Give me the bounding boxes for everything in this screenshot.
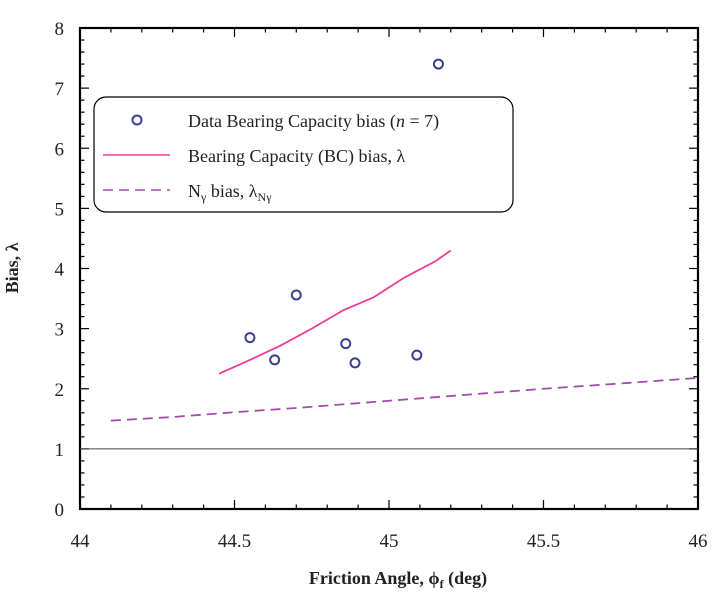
legend: Data Bearing Capacity bias (n = 7) Beari…	[93, 96, 514, 213]
x-tick-label: 45.5	[527, 531, 560, 552]
legend-label-bc: Bearing Capacity (BC) bias, λ	[188, 146, 405, 167]
y-tick-label: 5	[55, 199, 65, 220]
data-point	[432, 58, 444, 70]
y-tick-label: 4	[55, 260, 65, 281]
ngamma-bias-line	[110, 377, 699, 422]
data-point	[340, 338, 352, 350]
x-tick-label: 45	[380, 531, 399, 552]
data-point	[269, 354, 281, 366]
y-axis-label: Bias, λ	[2, 242, 22, 293]
bc-bias-line	[218, 249, 452, 375]
x-tick-label: 46	[689, 531, 708, 552]
y-tick-label: 1	[55, 440, 65, 461]
y-tick-label: 8	[55, 19, 65, 40]
legend-label-ngamma: Nγ bias, λNγ	[188, 181, 272, 204]
data-point	[349, 357, 361, 369]
y-tick-label: 7	[55, 79, 65, 100]
data-point	[244, 332, 256, 344]
y-tick-label: 6	[55, 139, 65, 160]
data-layer	[110, 58, 699, 422]
y-tick-label: 3	[55, 320, 65, 341]
data-point	[290, 289, 302, 301]
x-axis-label: Friction Angle, ϕf (deg)	[309, 568, 487, 591]
y-tick-label: 0	[55, 500, 65, 521]
legend-label-data: Data Bearing Capacity bias (n = 7)	[188, 111, 439, 132]
y-tick-label: 2	[55, 380, 65, 401]
legend-circle-marker	[131, 114, 143, 126]
x-tick-label: 44.5	[218, 531, 251, 552]
data-point	[411, 349, 423, 361]
x-tick-label: 44	[71, 531, 91, 552]
legend-box	[93, 96, 514, 213]
